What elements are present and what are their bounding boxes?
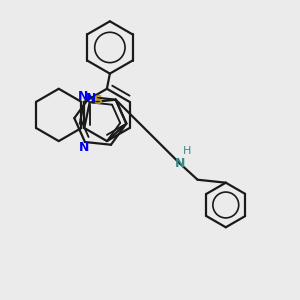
Text: N: N	[175, 157, 185, 170]
Text: N: N	[85, 92, 96, 105]
Text: H: H	[183, 146, 191, 156]
Text: N: N	[79, 142, 89, 154]
Text: N: N	[78, 90, 88, 103]
Text: S: S	[94, 94, 103, 106]
